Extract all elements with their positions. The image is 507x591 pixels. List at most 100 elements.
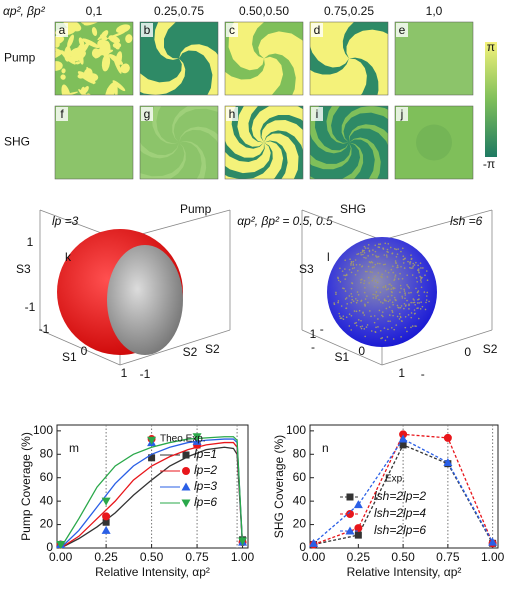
speckle bbox=[377, 295, 379, 297]
speckle bbox=[411, 258, 413, 260]
speckle bbox=[400, 307, 402, 309]
speckle bbox=[349, 258, 351, 260]
x-tick-label: 0.25 bbox=[347, 550, 371, 564]
speckle bbox=[345, 290, 347, 292]
speckle bbox=[384, 254, 386, 256]
speckle bbox=[361, 325, 363, 327]
speckle bbox=[382, 311, 384, 313]
speckle bbox=[379, 310, 381, 312]
panel-letter: i bbox=[316, 107, 319, 121]
speckle bbox=[364, 292, 366, 294]
speckle bbox=[343, 315, 345, 317]
speckle bbox=[370, 316, 372, 318]
speckle bbox=[360, 326, 362, 328]
speckle bbox=[353, 300, 355, 302]
speckle bbox=[388, 272, 390, 274]
speckle bbox=[374, 286, 376, 288]
speckle bbox=[402, 247, 404, 249]
speckle bbox=[408, 287, 410, 289]
speckle bbox=[380, 292, 382, 294]
speckle bbox=[405, 304, 407, 306]
speckle bbox=[364, 246, 366, 248]
speckle bbox=[357, 300, 359, 302]
panel-letter: h bbox=[229, 107, 236, 121]
speckle bbox=[368, 266, 370, 268]
speckle bbox=[379, 243, 381, 245]
speckle bbox=[337, 302, 339, 304]
panel-letter: l bbox=[327, 250, 330, 264]
s1-tick: 0 bbox=[358, 344, 365, 358]
speckle bbox=[400, 288, 402, 290]
speckle bbox=[383, 264, 385, 266]
data-point bbox=[355, 532, 362, 539]
order-label: lsh =6 bbox=[450, 214, 483, 228]
speckle bbox=[408, 292, 410, 294]
speckle bbox=[363, 250, 365, 252]
s3-label: S3 bbox=[299, 262, 314, 276]
panel-letter: e bbox=[399, 23, 406, 37]
speckle bbox=[358, 253, 360, 255]
speckle bbox=[412, 267, 414, 269]
speckle bbox=[416, 277, 418, 279]
speckle bbox=[394, 278, 396, 280]
speckle bbox=[351, 315, 353, 317]
speckle bbox=[373, 278, 375, 280]
speckle bbox=[371, 271, 373, 273]
speckle bbox=[360, 254, 362, 256]
speckle bbox=[387, 336, 389, 338]
speckle bbox=[420, 308, 422, 310]
speckle bbox=[411, 312, 413, 314]
speckle bbox=[410, 327, 412, 329]
colorbar bbox=[485, 42, 497, 157]
x-tick-label: 0.75 bbox=[185, 550, 209, 564]
speckle bbox=[395, 249, 397, 251]
speckle bbox=[408, 303, 410, 305]
s2-label: S2 bbox=[483, 342, 498, 356]
sphere-cut bbox=[107, 245, 183, 355]
data-point bbox=[102, 512, 110, 520]
speckle bbox=[421, 286, 423, 288]
y-axis-label: SHG Coverage (%) bbox=[272, 435, 286, 538]
y-tick-label: 40 bbox=[40, 493, 54, 507]
panel-letter: c bbox=[229, 23, 235, 37]
speckle bbox=[344, 259, 346, 261]
y-tick-label: 100 bbox=[286, 423, 306, 437]
legend-title: Theo.Exp. bbox=[160, 434, 206, 445]
legend-marker bbox=[182, 467, 190, 475]
speckle bbox=[371, 261, 373, 263]
order-label: lp =3 bbox=[52, 214, 79, 228]
speckle bbox=[392, 301, 394, 303]
speckle bbox=[405, 294, 407, 296]
s1-tick: -1 bbox=[39, 322, 50, 336]
speckle bbox=[346, 307, 348, 309]
legend-label: lp=6 bbox=[194, 495, 217, 509]
phase-column-label: 0.75,0.25 bbox=[324, 4, 374, 18]
speckle bbox=[397, 248, 399, 250]
speckle bbox=[395, 260, 397, 262]
speckle bbox=[425, 302, 427, 304]
speckle bbox=[378, 243, 380, 245]
speckle bbox=[387, 320, 389, 322]
speckle bbox=[346, 274, 348, 276]
speckle bbox=[385, 285, 387, 287]
speckle bbox=[406, 300, 408, 302]
speckle bbox=[378, 272, 380, 274]
speckle bbox=[392, 265, 394, 267]
speckle bbox=[389, 299, 391, 301]
speckle bbox=[416, 281, 418, 283]
phase-disk bbox=[416, 125, 452, 161]
colorbar-min: -π bbox=[483, 157, 495, 171]
speckle bbox=[362, 312, 364, 314]
speckle bbox=[374, 275, 376, 277]
speckle bbox=[385, 287, 387, 289]
speckle bbox=[397, 266, 399, 268]
speckle bbox=[372, 294, 374, 296]
speckle bbox=[420, 277, 422, 279]
speckle bbox=[354, 323, 356, 325]
speckle bbox=[346, 297, 348, 299]
speckle bbox=[364, 303, 366, 305]
x-tick-label: 0.00 bbox=[302, 550, 326, 564]
speckle bbox=[418, 295, 420, 297]
x-tick-label: 0.25 bbox=[94, 550, 118, 564]
speckle bbox=[342, 270, 344, 272]
